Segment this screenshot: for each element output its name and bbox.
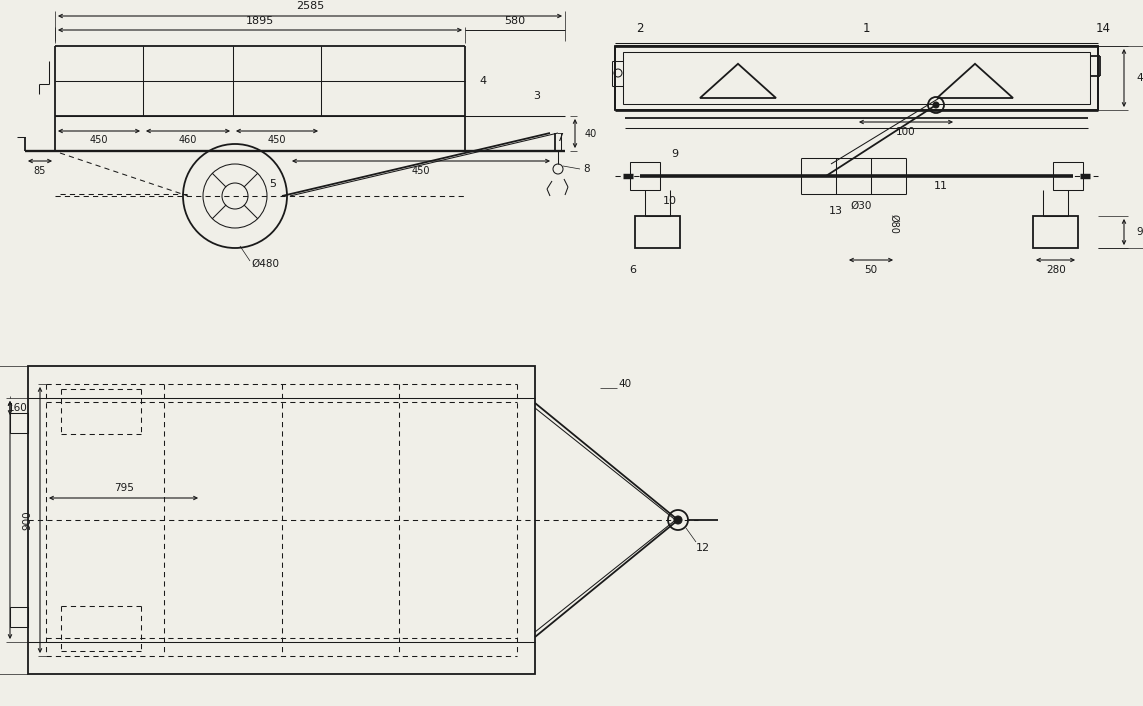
Text: 450: 450 <box>411 166 430 176</box>
Bar <box>623 52 1090 104</box>
Bar <box>1033 216 1078 248</box>
Text: 280: 280 <box>1046 265 1066 275</box>
Text: 90: 90 <box>1136 227 1143 237</box>
Bar <box>27 366 535 674</box>
Text: 160: 160 <box>8 403 27 413</box>
Bar <box>636 216 680 248</box>
Text: 5: 5 <box>270 179 277 189</box>
Text: 2585: 2585 <box>296 1 325 11</box>
Text: 9: 9 <box>671 149 679 159</box>
Text: 900: 900 <box>22 510 32 530</box>
Text: 85: 85 <box>34 166 46 176</box>
Text: 10: 10 <box>663 196 677 206</box>
Text: 450: 450 <box>267 135 286 145</box>
Text: 12: 12 <box>696 543 710 553</box>
Text: 100: 100 <box>896 127 916 137</box>
Bar <box>10 607 27 627</box>
Text: 795: 795 <box>114 483 134 493</box>
Text: 7: 7 <box>557 133 563 143</box>
Text: Ø30: Ø30 <box>850 201 872 211</box>
Text: 6: 6 <box>630 265 637 275</box>
Text: 4: 4 <box>479 76 486 86</box>
Text: 2: 2 <box>637 21 644 35</box>
Text: Ø80: Ø80 <box>889 214 900 234</box>
Circle shape <box>674 516 682 524</box>
Text: 13: 13 <box>829 206 844 216</box>
Text: 3: 3 <box>534 91 541 101</box>
Text: 450: 450 <box>90 135 109 145</box>
Text: 460: 460 <box>178 135 198 145</box>
Text: 1: 1 <box>862 21 870 35</box>
Text: Ø480: Ø480 <box>251 259 279 269</box>
Bar <box>10 413 27 433</box>
Text: 50: 50 <box>864 265 878 275</box>
Text: 580: 580 <box>504 16 526 26</box>
Bar <box>630 162 660 190</box>
Text: 40: 40 <box>585 129 598 139</box>
Circle shape <box>933 102 940 108</box>
Text: 410: 410 <box>1136 73 1143 83</box>
Text: 8: 8 <box>583 164 590 174</box>
Text: 40: 40 <box>618 379 632 389</box>
Bar <box>615 46 1098 110</box>
Text: 11: 11 <box>934 181 948 191</box>
Text: 1895: 1895 <box>246 16 274 26</box>
Bar <box>1053 162 1084 190</box>
Text: 14: 14 <box>1095 21 1111 35</box>
